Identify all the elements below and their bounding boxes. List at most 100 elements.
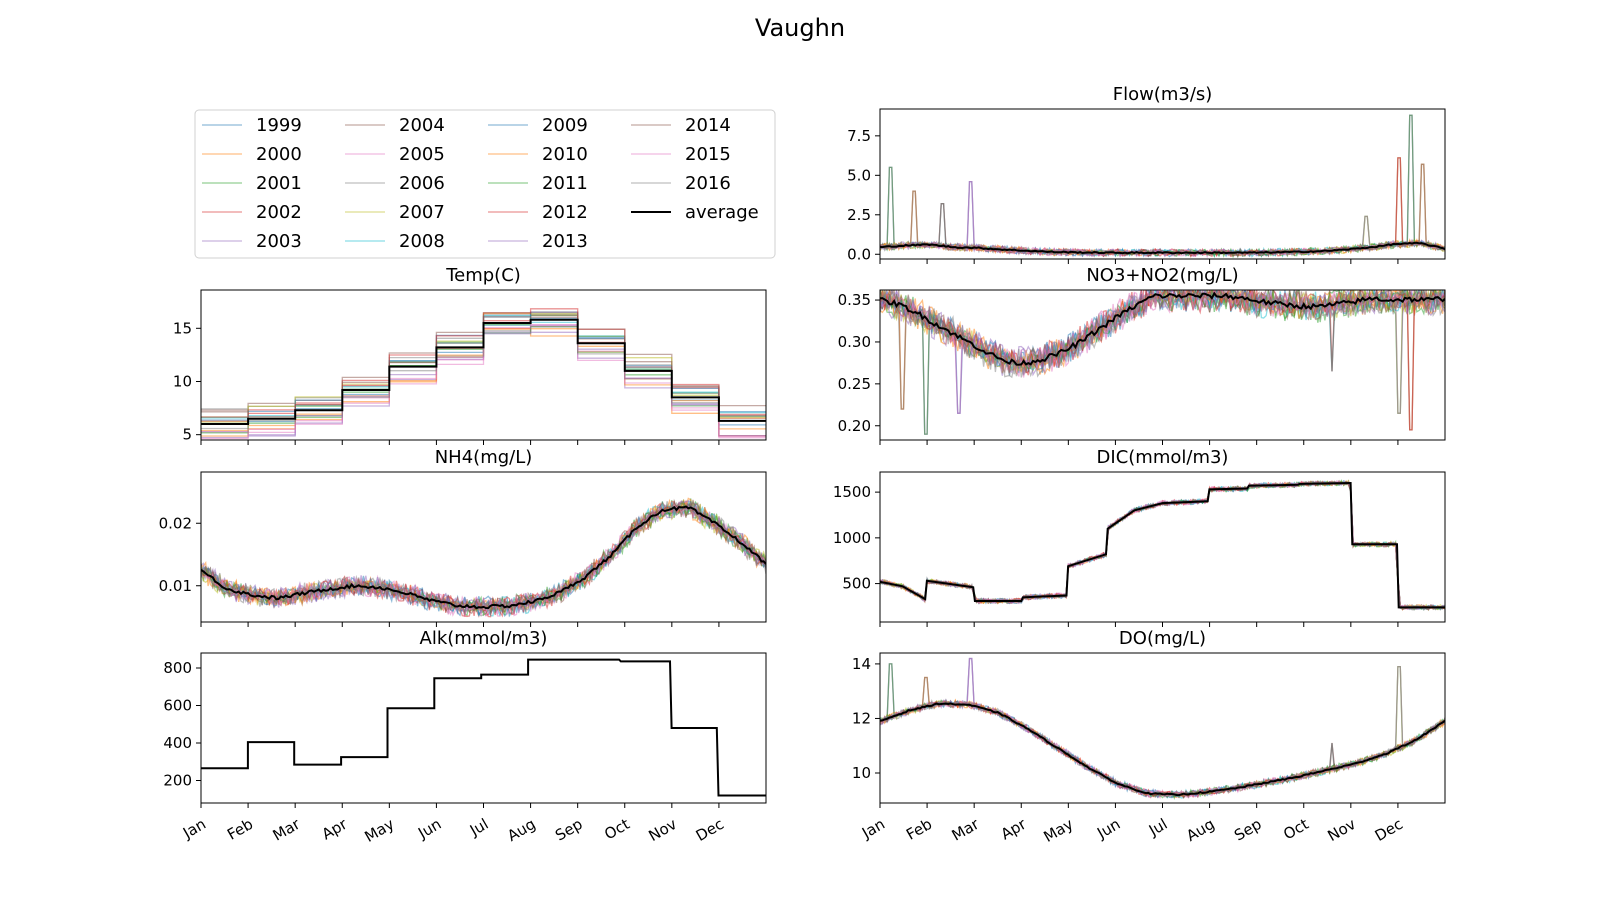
panel-title-alk: Alk(mmol/m3) [420, 628, 548, 649]
year-series-2015 [880, 657, 1445, 798]
xtick-label-do: May [1040, 815, 1076, 846]
series-group-temp [201, 308, 766, 440]
xtick-label-do: Jan [858, 815, 888, 843]
panel-title-dic: DIC(mmol/m3) [1097, 447, 1229, 468]
panels: Flow(m3/s) 0.0 2.5 5.0 7.5 Temp(C) 5 10 15 NO3+NO… [159, 84, 1446, 846]
xtick-label-do: Aug [1183, 815, 1217, 845]
xtick-label-do: Apr [998, 814, 1030, 843]
legend-label-2012: 2012 [542, 202, 588, 223]
legend-label-2007: 2007 [399, 202, 445, 223]
ytick-label-no3: 0.30 [838, 333, 871, 351]
ytick-label-flow: 0.0 [847, 245, 871, 263]
xtick-label-do: Dec [1372, 815, 1406, 845]
xtick-label-alk: Dec [693, 815, 727, 845]
ytick-label-do: 10 [852, 764, 871, 782]
panel-nh4: NH4(mg/L) 0.01 0.02 [159, 447, 767, 627]
ytick-label-temp: 10 [173, 372, 192, 390]
ytick-label-no3: 0.25 [838, 375, 871, 393]
figure-title: Vaughn [755, 14, 845, 42]
average-line-alk [201, 658, 766, 797]
panel-title-temp: Temp(C) [445, 265, 521, 286]
year-series-2008 [880, 702, 1445, 799]
year-series-2012 [880, 157, 1445, 258]
series-group-flow [880, 114, 1445, 259]
year-series-2003 [880, 657, 1445, 798]
year-series-2009 [880, 657, 1445, 799]
panel-title-flow: Flow(m3/s) [1113, 84, 1213, 105]
year-series-2005 [880, 663, 1445, 799]
xtick-label-alk: Apr [319, 814, 351, 843]
year-series-2001 [880, 665, 1445, 798]
xtick-label-alk: Jan [179, 815, 209, 843]
xtick-label-do: Jul [1145, 815, 1171, 840]
legend-label-1999: 1999 [256, 115, 302, 136]
year-series-2016 [880, 290, 1445, 410]
year-series-2002 [880, 701, 1445, 799]
legend-label-2013: 2013 [542, 231, 588, 252]
xtick-label-do: Oct [1280, 815, 1312, 844]
year-series-2011 [880, 114, 1445, 259]
series-group-dic [880, 479, 1445, 612]
average-line-do [880, 702, 1445, 797]
legend-label-2001: 2001 [256, 173, 302, 194]
ytick-label-alk: 600 [163, 697, 192, 715]
legend-label-2010: 2010 [542, 144, 588, 165]
year-series-2012 [880, 290, 1445, 431]
xtick-label-alk: Oct [601, 815, 633, 844]
ytick-label-temp: 15 [173, 319, 192, 337]
year-series-2004 [880, 163, 1445, 257]
legend-label-2003: 2003 [256, 231, 302, 252]
legend-label-2004: 2004 [399, 115, 445, 136]
year-series-2012 [880, 700, 1445, 799]
panel-title-do: DO(mg/L) [1119, 628, 1206, 649]
panel-dic: DIC(mmol/m3) 500 1000 1500 [833, 447, 1446, 627]
year-series-2013 [880, 665, 1445, 797]
year-series-2004 [880, 676, 1445, 798]
year-series-2005 [880, 114, 1445, 259]
year-series-2011 [880, 663, 1445, 800]
average-line-no3 [880, 291, 1445, 366]
legend-label-2015: 2015 [685, 144, 731, 165]
xtick-label-alk: May [361, 815, 397, 846]
axes-frame-flow [879, 108, 1446, 260]
axes-frame-do [879, 652, 1446, 804]
year-series-2016 [201, 501, 766, 613]
average-line-temp [201, 318, 766, 425]
ytick-label-do: 14 [852, 655, 871, 673]
legend-label-2006: 2006 [399, 173, 445, 194]
average-line-flow [880, 241, 1445, 255]
ytick-label-alk: 400 [163, 734, 192, 752]
legend-label-2005: 2005 [399, 144, 445, 165]
ytick-label-flow: 5.0 [847, 166, 871, 184]
legend-label-2014: 2014 [685, 115, 731, 136]
series-group-alk [201, 658, 766, 797]
xtick-label-alk: Sep [552, 815, 585, 845]
ytick-label-no3: 0.35 [838, 291, 871, 309]
legend-label-2002: 2002 [256, 202, 302, 223]
legend-label-2009: 2009 [542, 115, 588, 136]
xtick-label-do: Sep [1231, 815, 1264, 845]
panel-title-no3: NO3+NO2(mg/L) [1086, 265, 1238, 286]
ytick-label-temp: 5 [182, 426, 192, 444]
panel-no3: NO3+NO2(mg/L) 0.20 0.25 0.30 0.35 [838, 265, 1446, 445]
year-series-2010 [880, 676, 1445, 797]
legend-label-average: average [685, 202, 759, 223]
ytick-label-no3: 0.20 [838, 417, 871, 435]
xtick-label-alk: Feb [224, 815, 256, 844]
year-series-2010 [880, 163, 1445, 256]
axes-frame-no3 [879, 289, 1446, 441]
ytick-label-flow: 7.5 [847, 127, 871, 145]
ytick-label-do: 12 [852, 709, 871, 727]
legend-label-2016: 2016 [685, 173, 731, 194]
xtick-label-alk: Nov [645, 815, 679, 845]
series-group-nh4 [201, 497, 766, 618]
year-series-2006 [880, 700, 1445, 799]
year-series-2000 [880, 157, 1445, 257]
year-series-1999 [880, 663, 1445, 799]
legend: 1999 2000 2001 2002 2003 2004 2005 2006 2007 2008… [194, 109, 776, 259]
legend-label-2011: 2011 [542, 173, 588, 194]
year-series-2016 [880, 163, 1445, 257]
xtick-label-alk: Aug [504, 815, 538, 845]
ytick-label-dic: 500 [842, 575, 871, 593]
